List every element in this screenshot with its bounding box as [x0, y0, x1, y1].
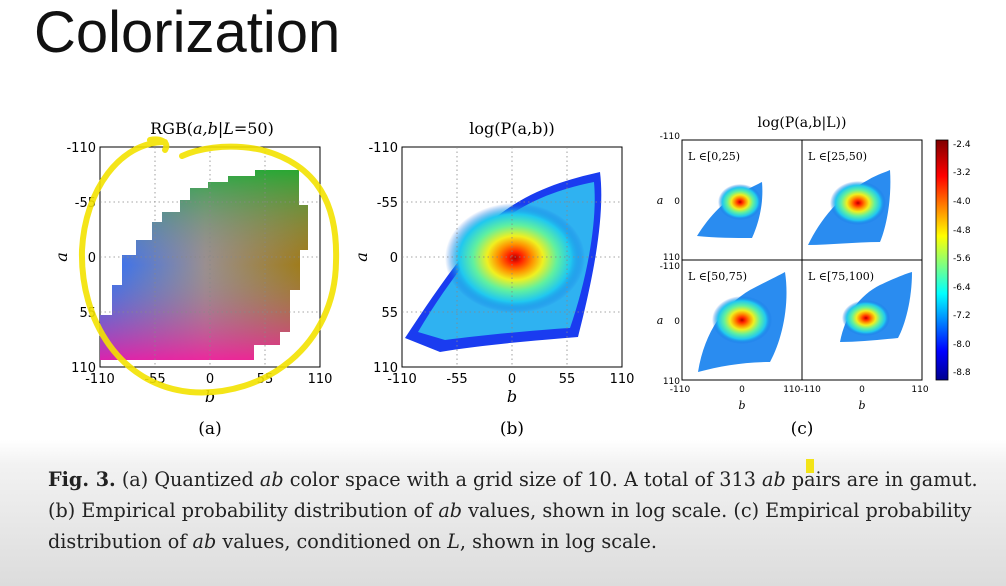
a-xtick: 110: [308, 372, 333, 387]
b-xtick: -55: [446, 372, 467, 387]
caption-text: Fig. 3. (a) Quantized ab color space wit…: [48, 468, 978, 553]
svg-text:-6.4: -6.4: [953, 283, 971, 293]
b-xtick: 55: [559, 372, 576, 387]
panel-c-tag: (c): [791, 419, 814, 439]
svg-text:-4.0: -4.0: [953, 197, 971, 207]
a-ytick: 110: [71, 361, 96, 376]
subplot-L-75-100: L ∈[75,100): [808, 270, 912, 342]
svg-text:-8.0: -8.0: [953, 340, 971, 350]
c-xtick: 110-110: [783, 385, 821, 395]
b-ytick: -55: [377, 196, 398, 211]
panel-a: RGB(a,b|L=50) -110 -55 0 55 110 -110 -55…: [52, 119, 340, 439]
a-ytick: 0: [88, 251, 96, 266]
c-ytick: 0: [674, 317, 680, 327]
c-ytick: 110: [663, 377, 680, 387]
c-ytick: -110: [660, 132, 681, 142]
b-ylabel: a: [352, 252, 371, 262]
subplot-L-25-50: L ∈[25,50): [808, 150, 891, 245]
c-ylabel: a: [657, 314, 664, 327]
b-xtick: 0: [508, 372, 516, 387]
a-xtick: 0: [206, 372, 214, 387]
c-ytick: 0: [674, 197, 680, 207]
c-xtick: -110: [670, 385, 691, 395]
a-xlabel: b: [205, 387, 215, 406]
sub-label: L ∈[25,50): [808, 150, 867, 163]
svg-text:-7.2: -7.2: [953, 311, 971, 321]
panel-b: log(P(a,b)) -110 -55 0 55 110 -110 -55 0…: [352, 119, 634, 439]
highlight-circle: [78, 136, 340, 396]
sub-label: L ∈[0,25): [688, 150, 740, 163]
panel-b-tag: (b): [500, 419, 524, 439]
slide-title: Colorization: [34, 0, 341, 65]
c-xtick: 0: [859, 385, 865, 395]
a-xtick: -110: [85, 372, 115, 387]
b-ytick: 110: [373, 361, 398, 376]
c-ytick: 110: [663, 253, 680, 263]
c-xtick: 110: [911, 385, 928, 395]
c-xlabel: b: [738, 399, 745, 412]
panel-a-tag: (a): [198, 419, 221, 439]
panel-b-title: log(P(a,b)): [469, 119, 555, 138]
b-ytick: -110: [368, 141, 398, 156]
highlight-mark: [806, 459, 814, 473]
c-xlabel: b: [858, 399, 865, 412]
sub-label: L ∈[75,100): [808, 270, 874, 283]
svg-text:-3.2: -3.2: [953, 168, 971, 178]
panel-c-title: log(P(a,b|L)): [758, 115, 847, 131]
fig-label: Fig. 3.: [48, 468, 116, 491]
colorbar: [935, 139, 949, 381]
a-ytick: -110: [66, 141, 96, 156]
svg-text:-8.8: -8.8: [953, 368, 971, 378]
c-xtick: 0: [739, 385, 745, 395]
panel-c: log(P(a,b|L)) L ∈[0,25) L ∈[25,50) L ∈[5…: [657, 115, 971, 439]
subplot-L-0-25: L ∈[0,25): [688, 150, 763, 238]
a-ylabel: a: [52, 252, 71, 262]
sub-label: L ∈[50,75): [688, 270, 747, 283]
svg-text:-5.6: -5.6: [953, 254, 971, 264]
b-xlabel: b: [507, 387, 517, 406]
subplot-L-50-75: L ∈[50,75): [688, 270, 787, 372]
svg-text:-4.8: -4.8: [953, 226, 971, 236]
b-ytick: 55: [381, 306, 398, 321]
b-xtick: 110: [610, 372, 635, 387]
colorbar-ticks: -2.4 -3.2 -4.0 -4.8 -5.6 -6.4 -7.2 -8.0 …: [953, 140, 971, 378]
c-ylabel: a: [657, 194, 664, 207]
panel-a-title: RGB(a,b|L=50): [150, 119, 274, 138]
b-ytick: 0: [390, 251, 398, 266]
figure-caption: Fig. 3. (a) Quantized ab color space wit…: [0, 440, 1006, 586]
c-ytick: -110: [660, 262, 681, 272]
svg-text:-2.4: -2.4: [953, 140, 971, 150]
b-xtick: -110: [387, 372, 417, 387]
